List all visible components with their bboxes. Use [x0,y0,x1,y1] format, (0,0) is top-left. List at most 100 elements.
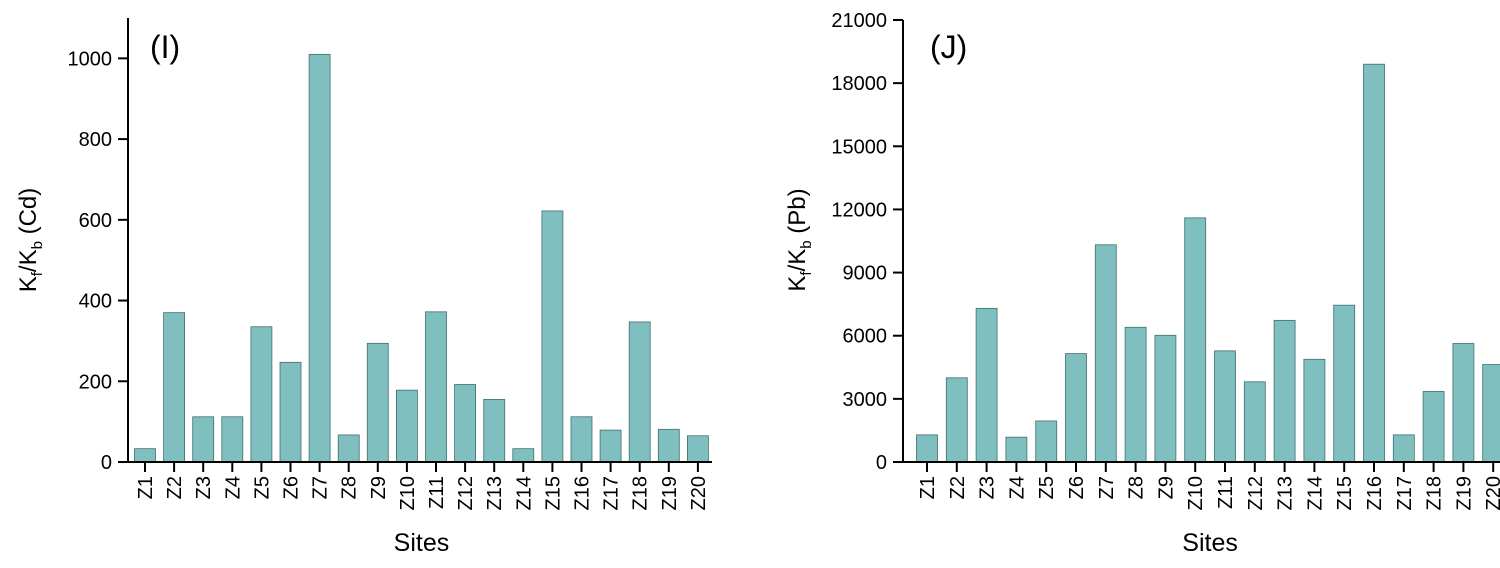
bar-z16 [570,416,593,463]
bar-z17 [599,429,622,463]
x-tick-label: Z19 [659,476,681,510]
x-tick-label: Z4 [1006,476,1028,499]
x-tick-label: Z15 [1334,476,1356,510]
x-tick-label: Z13 [1275,476,1297,510]
x-tick-label: Z10 [397,476,419,510]
x-tick-label: Z12 [455,476,477,510]
x-tick-label: Z7 [310,476,332,499]
x-tick-label: Z7 [1096,476,1118,499]
x-tick-label: Z1 [917,476,939,499]
chart-panel-cd: 0 200 400 600 800 1000 Z1 Z2 Z3 Z4 Z5 Z6 Z7 Z8 Z9 Z10 Z1… [15,18,712,557]
bar-z12 [454,384,477,463]
x-tick-label: Z18 [1424,476,1446,510]
x-tick-label: Z13 [484,476,506,510]
x-tick-label: Z18 [630,476,652,510]
y-axis-title-main: K [15,276,42,292]
x-tick-label: Z17 [1394,476,1416,510]
x-tick-label: Z3 [193,476,215,499]
bar-z1 [916,434,938,463]
bar-z10 [395,389,418,463]
x-tick-label: Z16 [572,476,594,510]
y-tick-label: 6000 [843,326,888,348]
x-tick-label: Z6 [1066,476,1088,499]
y-tick-label: 600 [79,210,112,232]
bar-z13 [483,399,506,463]
x-tick-label: Z19 [1453,476,1475,510]
bar-z14 [512,448,535,463]
y-axis-title-mid: /K [784,249,811,272]
bar-z17 [1392,434,1415,463]
x-tick-label: Z20 [1483,476,1500,510]
y-axis-title-mid: /K [15,249,42,272]
x-tick-label: Z6 [281,476,303,499]
y-axis-title-sub1: f [798,271,815,276]
x-tick-label: Z11 [1215,476,1237,509]
x-tick-label: Z5 [251,476,273,499]
y-axis-title-sub2: b [29,241,46,249]
x-tick-label: Z16 [1364,476,1386,510]
y-tick-label: 200 [79,371,112,393]
bar-z18 [628,321,651,463]
y-tick-label: 15000 [831,136,887,158]
bar-z5 [1035,420,1058,463]
y-axis-title-tail: (Pb) [784,188,811,240]
bar-z8 [337,434,360,463]
bar-z10 [1184,217,1207,463]
x-tick-label: Z14 [1304,476,1326,510]
x-tick-label: Z2 [164,476,186,499]
y-tick-label: 0 [876,452,887,474]
bar-z14 [1303,358,1326,463]
bar-z6 [279,361,302,463]
bar-z18 [1422,391,1445,463]
y-tick-label: 21000 [831,10,887,32]
x-tick-label: Z3 [977,476,999,499]
y-tick-label: 1000 [68,48,113,70]
y-tick-label: 18000 [831,73,887,95]
bar-z3 [975,307,998,463]
bar-z2 [163,312,186,463]
x-tick-label: Z12 [1245,476,1267,510]
bar-z6 [1065,353,1087,463]
bar-z11 [425,311,447,463]
bar-z2 [945,377,968,463]
y-tick-label: 400 [79,291,112,313]
bar-z3 [192,416,215,463]
x-tick-label: Z1 [135,476,157,499]
x-tick-label: Z10 [1185,476,1207,510]
bar-z15 [541,210,564,463]
bar-z19 [657,428,680,463]
x-tick-label: Z11 [426,476,448,509]
bar-z1 [134,448,156,463]
x-tick-label: Z14 [513,476,535,510]
x-tick-label: Z8 [1126,476,1148,499]
x-axis-title: Sites [394,529,450,557]
panel-label: (J) [930,29,967,65]
x-tick-label: Z2 [947,476,969,499]
x-axis-title: Sites [1182,529,1238,557]
bar-z9 [1154,334,1177,463]
x-tick-label: Z4 [222,476,244,499]
y-tick-label: 800 [79,129,112,151]
bar-z19 [1452,343,1475,463]
y-axis-title: Kf/Kb (Cd) [15,188,46,293]
x-tick-label: Z9 [1155,476,1177,499]
bar-z4 [1005,436,1028,463]
x-tick-label: Z20 [688,476,710,510]
bar-z15 [1333,304,1356,463]
y-tick-label: 0 [101,452,112,474]
bar-z9 [366,342,389,463]
bar-z20 [687,435,709,463]
y-tick-label: 12000 [831,199,887,221]
panel-label: (I) [150,29,180,65]
bar-z7 [308,53,331,463]
bar-z5 [250,326,273,463]
y-tick-label: 9000 [843,263,888,285]
bar-z7 [1094,244,1117,463]
x-tick-label: Z15 [542,476,564,510]
y-axis-title-tail: (Cd) [15,188,42,241]
x-tick-label: Z17 [601,476,623,510]
bar-z8 [1124,326,1147,463]
y-axis-title: Kf/Kb (Pb) [784,188,815,291]
y-axis-title-main: K [784,276,811,292]
